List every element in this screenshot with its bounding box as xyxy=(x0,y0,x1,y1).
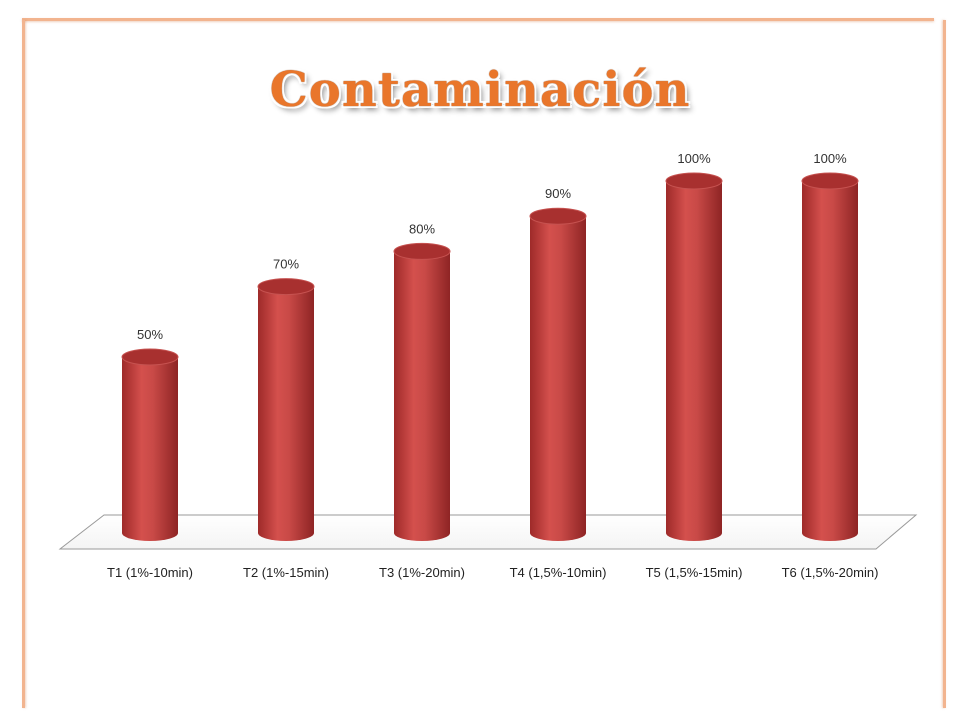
bar-body xyxy=(122,357,178,541)
category-label: T1 (1%-10min) xyxy=(107,565,193,580)
bar-6 xyxy=(801,172,859,541)
bars-group xyxy=(121,172,859,541)
bar-body xyxy=(802,181,858,541)
value-label: 50% xyxy=(137,327,163,342)
bar-top xyxy=(257,278,315,296)
bar-top xyxy=(529,207,587,225)
category-labels-group: T1 (1%-10min) T2 (1%-15min) T3 (1%-20min) T… xyxy=(107,565,878,580)
category-label: T3 (1%-20min) xyxy=(379,565,465,580)
bar-body xyxy=(258,286,314,541)
value-label: 100% xyxy=(813,151,847,166)
value-label: 100% xyxy=(677,151,711,166)
bar-top xyxy=(393,242,451,260)
value-labels-group: 50% 70% 80% 90% 100% 100% xyxy=(137,151,847,342)
value-label: 70% xyxy=(273,257,299,272)
bar-5 xyxy=(665,172,723,541)
bar-top xyxy=(801,172,859,190)
bar-1 xyxy=(121,348,179,541)
slide-frame-left xyxy=(22,20,25,708)
category-label: T2 (1%-15min) xyxy=(243,565,329,580)
bar-body xyxy=(666,181,722,541)
bar-body xyxy=(530,216,586,541)
bar-4 xyxy=(529,207,587,541)
bar-3 xyxy=(393,242,451,541)
category-label: T6 (1,5%-20min) xyxy=(782,565,879,580)
value-label: 80% xyxy=(409,221,435,236)
bar-top xyxy=(121,348,179,366)
slide-frame-top xyxy=(22,18,934,21)
category-label: T4 (1,5%-10min) xyxy=(510,565,607,580)
chart-title: Contaminación xyxy=(269,62,691,118)
value-label: 90% xyxy=(545,186,571,201)
bar-top xyxy=(665,172,723,190)
category-label: T5 (1,5%-15min) xyxy=(646,565,743,580)
slide-frame-right xyxy=(943,20,946,708)
chart-floor xyxy=(58,514,918,550)
bar-2 xyxy=(257,278,315,541)
bar-body xyxy=(394,251,450,541)
